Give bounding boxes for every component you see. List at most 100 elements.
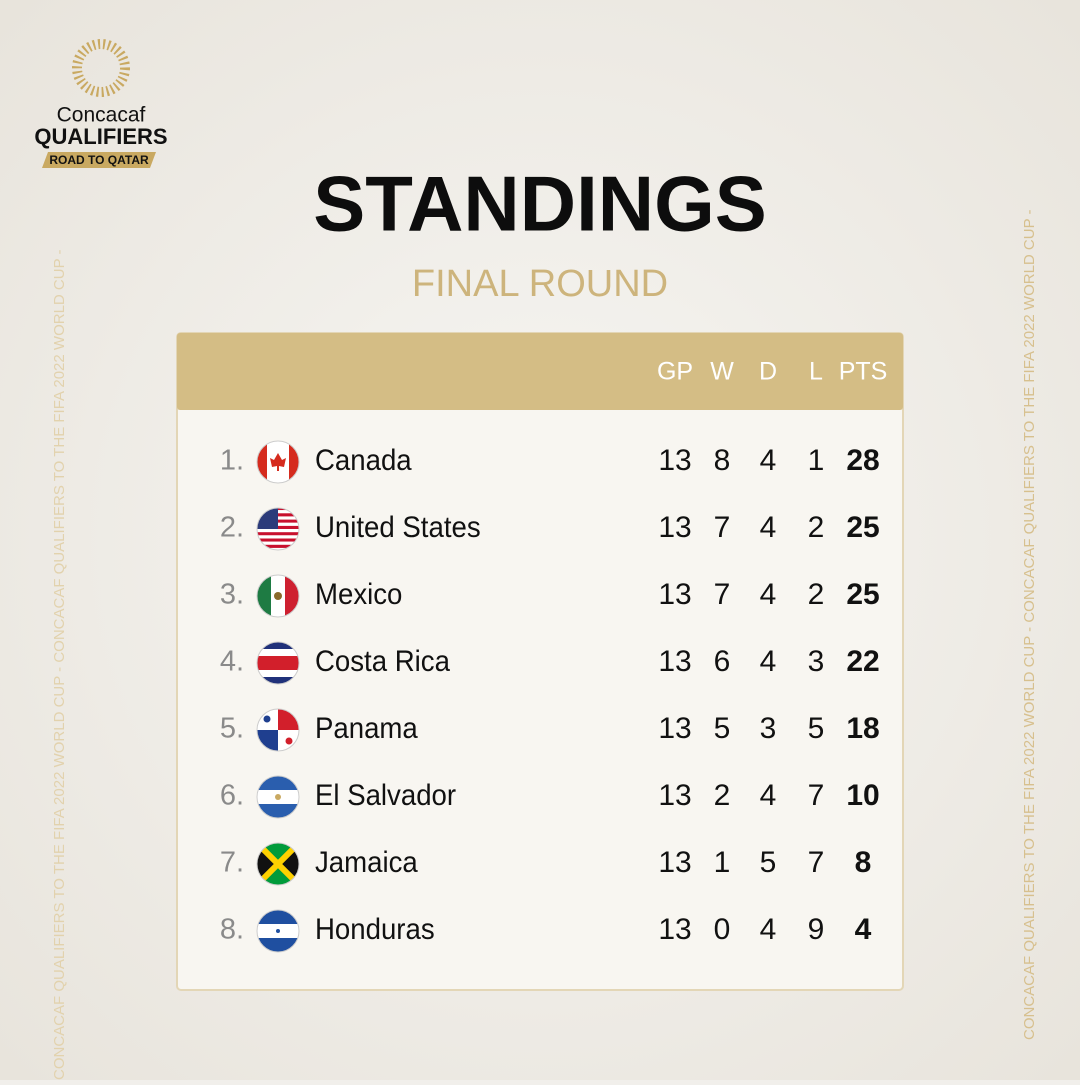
flag-part: [274, 592, 282, 600]
stat: 8: [714, 444, 731, 477]
team-name: Panama: [315, 712, 419, 745]
column-header: GP: [657, 358, 693, 386]
team-name: Jamaica: [315, 846, 419, 879]
column-header: L: [809, 358, 823, 386]
stat: 7: [714, 578, 731, 611]
table-header: [177, 333, 903, 410]
table-body: 1. Canada 13 8 4 1 282. United States 13 7 4 2 253. M…: [220, 440, 880, 953]
stat: 13: [658, 444, 691, 477]
flag-part: [257, 575, 271, 617]
flag-rim: [256, 574, 300, 618]
flag-part: [257, 547, 299, 550]
points: 25: [846, 578, 879, 611]
team-name: Canada: [315, 444, 413, 477]
stat: 0: [714, 913, 731, 946]
flag-part: [275, 794, 281, 800]
logo-band: [42, 152, 156, 168]
stat: 9: [808, 913, 825, 946]
flag-body: [257, 642, 299, 684]
flag-part: [257, 535, 299, 539]
rank: 6.: [220, 780, 244, 812]
flag: [256, 909, 300, 953]
stat: 4: [760, 511, 777, 544]
rank: 8.: [220, 914, 244, 946]
flag-part: [257, 441, 267, 483]
rank: 1.: [220, 445, 244, 477]
column-header: W: [710, 358, 734, 386]
rank: 2.: [220, 512, 244, 544]
flag: [256, 574, 300, 618]
flag-part: [263, 715, 271, 723]
flag-body: [257, 441, 299, 483]
team-name: El Salvador: [315, 779, 456, 812]
flag-part: [257, 529, 299, 533]
flag-rim: [256, 909, 300, 953]
stat: 7: [808, 846, 825, 879]
team-name: Honduras: [315, 913, 435, 946]
stat: 13: [658, 846, 691, 879]
stat: 3: [808, 645, 825, 678]
stat: 7: [714, 511, 731, 544]
flag: [256, 641, 300, 685]
points: 8: [855, 846, 872, 879]
stat: 13: [658, 578, 691, 611]
stat: 4: [760, 913, 777, 946]
flag-part: [285, 575, 299, 617]
stat: 1: [808, 444, 825, 477]
flag-part: [257, 544, 299, 548]
rank: 7.: [220, 847, 244, 879]
stat: 5: [808, 712, 825, 745]
flag-rim: [256, 842, 300, 886]
flag-part: [276, 929, 280, 933]
points: 4: [855, 913, 872, 946]
flag-part: [285, 737, 293, 745]
stat: 2: [808, 578, 825, 611]
flag-body: [257, 776, 299, 818]
rank: 3.: [220, 579, 244, 611]
stat: 5: [760, 846, 777, 879]
flag-part: [257, 538, 299, 542]
points: 18: [846, 712, 879, 745]
team-name: Costa Rica: [315, 645, 451, 678]
logo-event: QUALIFIERS: [34, 124, 167, 149]
logo-name: Concacaf: [57, 104, 146, 127]
stat: 4: [760, 779, 777, 812]
column-header: PTS: [839, 358, 888, 386]
flag-part: [257, 541, 299, 545]
flag-part: [257, 532, 299, 536]
logo-tagline: ROAD TO QATAR: [49, 153, 149, 167]
logo-sun: [72, 39, 130, 97]
flag-part: [270, 453, 286, 471]
stat: 13: [658, 712, 691, 745]
flag-body: [257, 910, 299, 952]
flag-body: [257, 843, 299, 885]
flag-rim: [256, 641, 300, 685]
flag: [256, 775, 300, 819]
stat: 2: [714, 779, 731, 812]
flag-body: [257, 575, 299, 617]
stat: 13: [658, 511, 691, 544]
stat: 6: [714, 645, 731, 678]
stat: 13: [658, 779, 691, 812]
flag-rim: [256, 775, 300, 819]
flag-rim: [256, 507, 300, 551]
rank: 4.: [220, 646, 244, 678]
team-name: Mexico: [315, 578, 402, 611]
stat: 5: [714, 712, 731, 745]
title: STANDINGS: [313, 160, 767, 248]
stat: 1: [714, 846, 731, 879]
side-text: CONCACAF QUALIFIERS TO THE FIFA 2022 WOR…: [1021, 210, 1038, 1040]
stat: 4: [760, 444, 777, 477]
flag-part: [257, 656, 299, 670]
flag: [256, 842, 300, 886]
side-text: CONCACAF QUALIFIERS TO THE FIFA 2022 WOR…: [51, 250, 68, 1080]
flag: [256, 440, 300, 484]
points: 22: [846, 645, 879, 678]
points: 28: [846, 444, 879, 477]
subtitle: FINAL ROUND: [412, 263, 668, 305]
stat: 3: [760, 712, 777, 745]
team-name: United States: [315, 511, 481, 544]
stat: 2: [808, 511, 825, 544]
